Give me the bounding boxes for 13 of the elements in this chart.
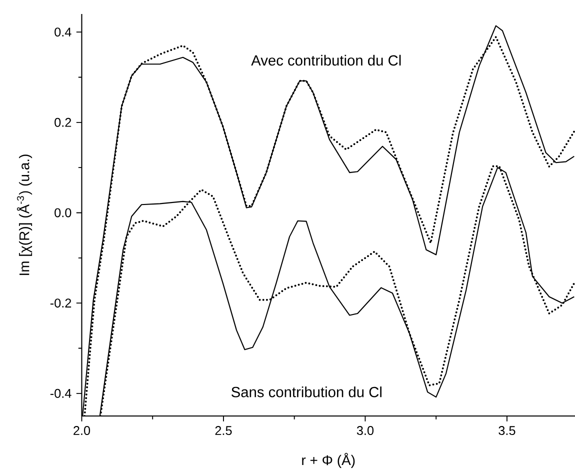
y-axis-title: Im [χ(R)] (Å$^{-3}$) (u.a.) xyxy=(16,154,32,275)
y-tick-label: -0.2 xyxy=(50,298,72,308)
x-tick-label: 3.5 xyxy=(498,426,516,436)
y-tick-label: 0.2 xyxy=(54,118,72,127)
y-tick-label: -0.4 xyxy=(50,388,72,398)
x-tick-label: 3.0 xyxy=(356,426,374,436)
annotation: Avec contribution du Cl xyxy=(251,54,401,66)
y-tick-label: 0.4 xyxy=(54,28,72,37)
x-axis-title: r + Φ (Å) xyxy=(302,452,355,468)
annotation: Sans contribution du Cl xyxy=(232,386,382,398)
x-tick-label: 2.0 xyxy=(74,426,90,436)
x-tick-label: 2.5 xyxy=(215,426,232,436)
y-tick-label: 0.0 xyxy=(54,208,72,218)
